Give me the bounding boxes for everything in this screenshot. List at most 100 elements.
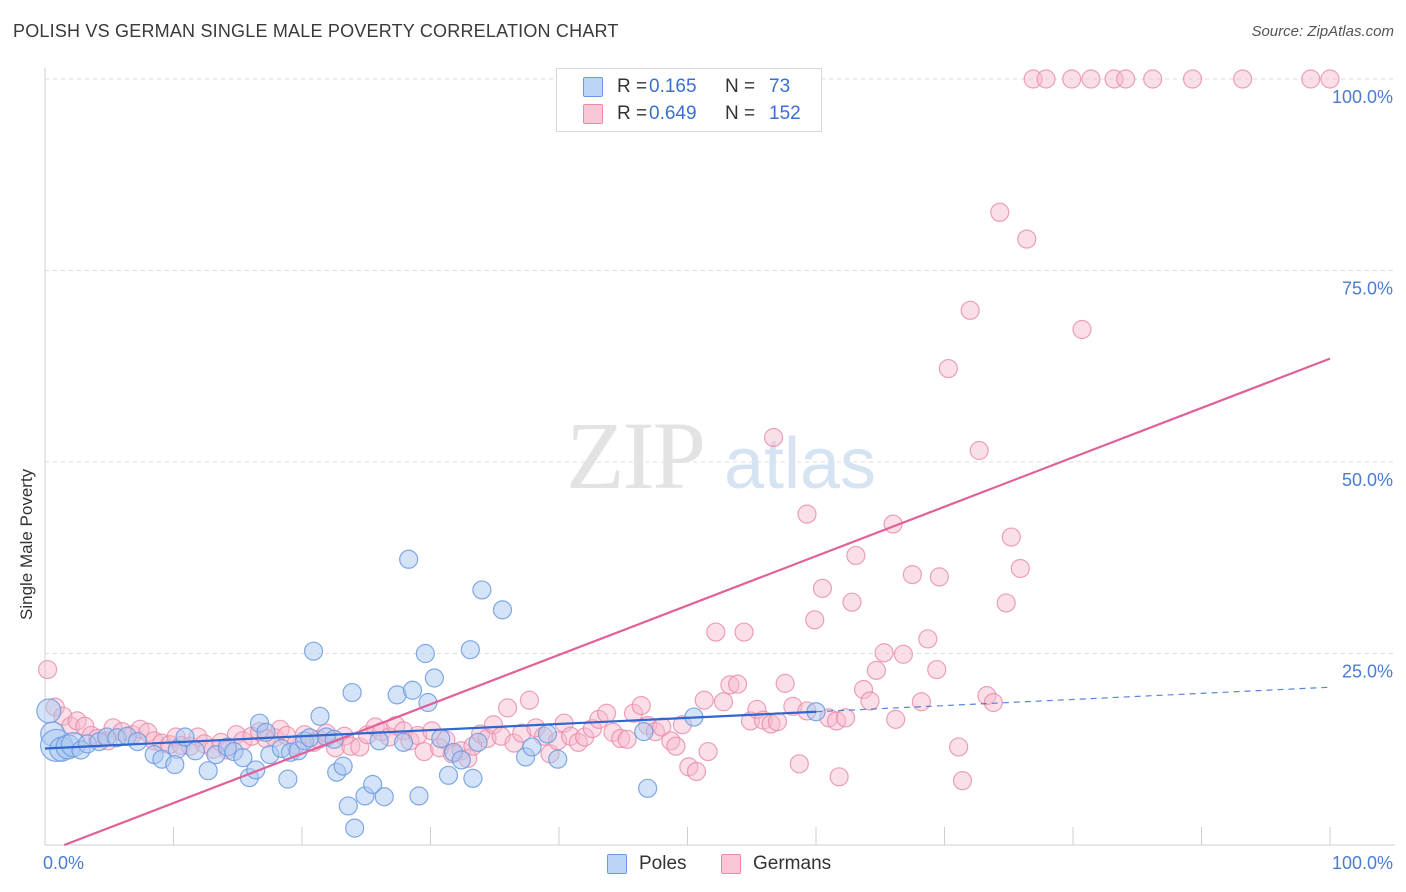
germans-point — [763, 427, 784, 448]
watermark-zip: ZIP — [566, 402, 704, 509]
tick-labels: 25.0% 50.0% 75.0% 100.0% 0.0% 100.0% — [43, 87, 1393, 873]
germans-point — [1320, 69, 1340, 89]
germans-point — [952, 771, 973, 791]
germans-point — [631, 695, 651, 716]
germans-point — [728, 674, 748, 694]
bottom-legend-germans: Germans — [721, 852, 831, 876]
y-tick-label: 50.0% — [1342, 470, 1393, 490]
poles-point — [246, 760, 266, 780]
germans-point — [1104, 69, 1124, 89]
chart-title: POLISH VS GERMAN SINGLE MALE POVERTY COR… — [13, 21, 619, 41]
poles-point — [233, 748, 253, 768]
germans-n-value: 152 — [769, 103, 801, 124]
germans-n-label: N = — [725, 103, 756, 124]
germans-point — [874, 643, 894, 663]
germans-point — [835, 708, 856, 728]
poles-point — [338, 796, 358, 816]
germans-swatch — [583, 104, 603, 124]
poles-point — [278, 769, 298, 789]
germans-point — [990, 202, 1010, 222]
germans-point — [661, 731, 681, 751]
germans-point — [866, 660, 886, 680]
poles-point — [537, 724, 558, 744]
germans-point — [927, 659, 947, 680]
germans-point — [893, 644, 913, 664]
poles-point — [431, 728, 451, 749]
poles-point — [472, 580, 492, 600]
poles-point — [468, 732, 488, 752]
poles-point — [369, 731, 389, 751]
germans-point — [1001, 527, 1021, 547]
poles-point — [393, 732, 414, 752]
poles-n-value: 73 — [769, 76, 791, 97]
poles-legend-label: Poles — [639, 853, 687, 874]
y-axis-label: Single Male Poverty — [17, 468, 36, 620]
poles-point — [399, 549, 419, 569]
germans-point — [617, 729, 637, 749]
poles-point — [438, 765, 459, 785]
germans-point — [1182, 69, 1203, 89]
germans-point — [713, 692, 734, 712]
poles-point — [463, 768, 483, 788]
germans-point — [1081, 69, 1101, 89]
source-credit: Source: ZipAtlas.com — [1251, 23, 1394, 40]
germans-point — [414, 741, 434, 762]
germans-trendline — [63, 357, 1331, 847]
germans-point — [969, 440, 989, 461]
germans-point — [350, 737, 370, 757]
germans-point — [983, 692, 1003, 713]
germans-point — [860, 691, 880, 711]
poles-point — [310, 706, 330, 726]
germans-point — [918, 629, 938, 649]
germans-point — [1036, 69, 1056, 89]
germans-point — [611, 728, 631, 749]
y-tick-label: 75.0% — [1342, 279, 1393, 299]
poles-point — [424, 668, 444, 688]
germans-point — [797, 504, 817, 524]
germans-point — [1062, 69, 1082, 89]
poles-point — [333, 756, 353, 776]
poles-point — [165, 754, 185, 775]
germans-r-value: 0.649 — [649, 103, 697, 124]
germans-point — [929, 567, 949, 587]
poles-legend-swatch — [607, 854, 627, 874]
germans-point — [504, 733, 524, 753]
stats-legend: R = 0.165 N = 73 R = 0.649 N = 152 — [556, 68, 822, 132]
germans-point — [842, 592, 862, 612]
poles-point — [300, 728, 320, 748]
germans-point — [812, 578, 833, 598]
germans-point — [706, 622, 726, 642]
germans-point — [1301, 69, 1321, 89]
germans-point — [589, 709, 609, 729]
germans-point — [846, 545, 866, 566]
poles-point — [460, 640, 480, 660]
gridlines — [45, 78, 1395, 654]
poles-point — [342, 682, 362, 703]
germans-point — [720, 675, 740, 695]
germans-point — [519, 690, 540, 710]
poles-point — [127, 731, 148, 752]
germans-point — [775, 673, 795, 693]
poles-trendline — [44, 710, 817, 750]
germans-point — [911, 692, 931, 712]
germans-legend-label: Germans — [753, 853, 832, 874]
germans-point — [568, 732, 588, 752]
poles-point — [303, 641, 324, 661]
germans-point — [949, 737, 969, 757]
germans-point — [596, 703, 617, 723]
germans-point — [1143, 69, 1163, 89]
bottom-legend-poles: Poles — [607, 852, 687, 876]
germans-point — [1010, 558, 1030, 579]
germans-point — [886, 709, 906, 729]
germans-point — [623, 703, 644, 723]
y-tick-label: 100.0% — [1332, 87, 1393, 107]
germans-point — [694, 690, 714, 710]
legend-row-poles: R = 0.165 N = 73 — [583, 75, 790, 99]
germans-legend-swatch — [721, 854, 741, 874]
poles-point — [363, 774, 383, 795]
poles-n-label: N = — [725, 76, 756, 97]
poles-swatch — [583, 77, 603, 97]
germans-point — [37, 659, 58, 680]
poles-point — [634, 722, 654, 742]
